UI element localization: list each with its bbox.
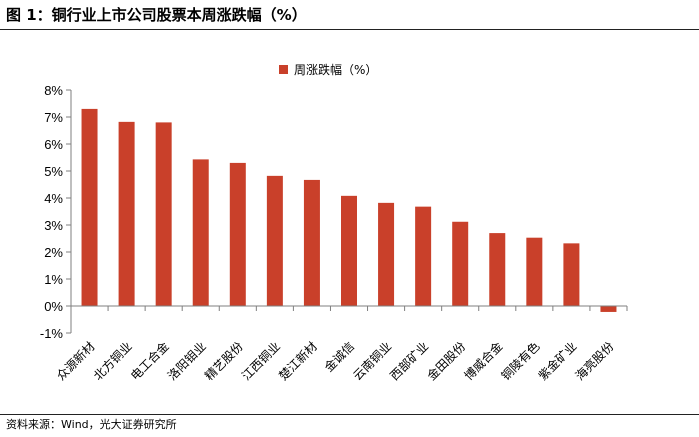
x-category-label: 博威合金 (461, 339, 506, 384)
y-tick-label: 3% (44, 218, 63, 233)
bar (452, 221, 469, 306)
figure-title: 图 1：铜行业上市公司股票本周涨跌幅（%） (6, 6, 307, 24)
y-axis: -1% 0% 1% 2% 3% 4% 5% 6% 7% 8% (40, 83, 72, 341)
legend-label: 周涨跌幅（%） (294, 62, 377, 77)
bar (266, 175, 283, 306)
x-category-label: 紫金矿业 (535, 339, 580, 384)
bar (118, 121, 135, 306)
bar (600, 306, 617, 312)
x-category-label: 金田股份 (424, 339, 469, 384)
chart-legend: 周涨跌幅（%） (279, 62, 377, 77)
bar (303, 179, 320, 306)
source-note: 资料来源：Wind，光大证券研究所 (6, 418, 177, 431)
bar (563, 243, 580, 306)
bar (81, 108, 98, 307)
legend-swatch (279, 65, 288, 74)
x-category-label: 海亮股份 (572, 339, 617, 384)
source-divider (0, 414, 699, 415)
x-category-label: 西部矿业 (387, 339, 432, 384)
bar (489, 233, 506, 306)
y-tick-label: -1% (40, 326, 64, 341)
y-tick-label: 7% (44, 110, 63, 125)
bar (415, 206, 432, 306)
bar (229, 162, 246, 306)
y-tick-label: 6% (44, 137, 63, 152)
y-tick-label: 8% (44, 83, 63, 98)
y-tick-label: 4% (44, 191, 63, 206)
x-category-label: 精艺股份 (202, 339, 246, 383)
x-category-label: 电工合金 (127, 339, 172, 384)
x-category-label: 江西铜业 (238, 339, 283, 384)
bar (155, 122, 172, 307)
y-tick-label: 5% (44, 164, 63, 179)
title-divider (0, 29, 699, 30)
x-category-label: 金诚信 (321, 339, 357, 375)
bar-chart: 周涨跌幅（%） -1% 0% 1% 2% 3% 4% 5% 6% 7% 8% 众源新材北方铜业电工… (40, 62, 628, 384)
bar (192, 159, 209, 306)
bar (378, 202, 395, 306)
x-category-label: 洛阳钼业 (164, 339, 209, 384)
x-category-label: 铜陵有色 (498, 339, 543, 384)
y-tick-label: 1% (44, 272, 63, 287)
x-category-label: 众源新材 (53, 339, 98, 384)
x-category-label: 楚江新材 (275, 339, 320, 384)
bar (341, 195, 357, 306)
x-category-label: 云南铜业 (350, 339, 395, 384)
bar-series (81, 108, 617, 312)
x-category-label: 北方铜业 (90, 339, 135, 384)
y-tick-label: 0% (44, 299, 63, 314)
bar (526, 237, 543, 306)
y-tick-label: 2% (44, 245, 63, 260)
